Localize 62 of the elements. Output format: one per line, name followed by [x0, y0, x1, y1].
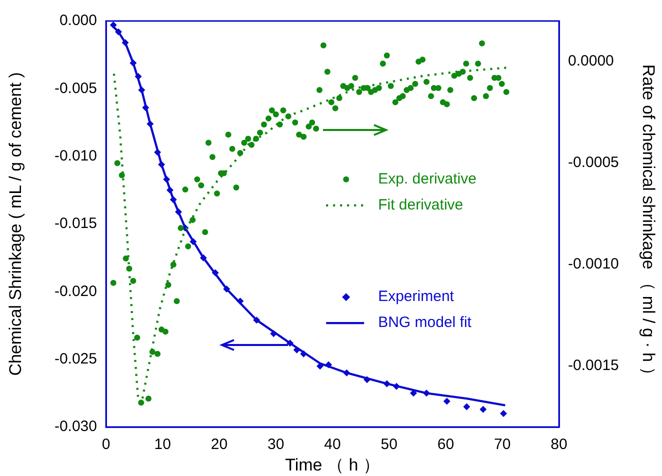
point [223, 285, 230, 292]
point [480, 406, 487, 413]
point [138, 86, 146, 94]
y2-tick-label: -0.0010 [568, 256, 619, 273]
point [163, 176, 170, 183]
y-tick-label: 0.000 [59, 12, 97, 30]
point [443, 398, 450, 405]
point [110, 22, 117, 29]
legend-label: BNG model fit [378, 314, 472, 332]
x-tick-label: 80 [550, 436, 568, 454]
point [300, 350, 308, 358]
point [286, 340, 294, 347]
y2-tick-label: -0.0005 [568, 154, 619, 172]
y2-tick-label: -0.0015 [568, 357, 619, 374]
x-tick-label: 70 [494, 436, 511, 454]
point [154, 148, 162, 156]
point [130, 59, 137, 66]
y-tick-label: -0.030 [54, 418, 97, 436]
legend-label: Exp. derivative [378, 170, 476, 188]
x-tick-label: 30 [268, 436, 284, 454]
y-tick-label: -0.010 [54, 147, 97, 164]
point [293, 346, 300, 354]
legend-label: Experiment [378, 288, 455, 306]
x-axis-title: Time （ h ） [285, 455, 380, 474]
x-tick-label: 50 [380, 436, 398, 454]
point [146, 120, 154, 128]
x-tick-label: 10 [154, 436, 171, 454]
point [166, 186, 174, 194]
y-tick-label: -0.020 [54, 282, 97, 300]
point [383, 380, 390, 388]
point [316, 362, 324, 370]
point [463, 403, 470, 410]
y-tick-label: -0.015 [54, 215, 97, 232]
point [174, 208, 182, 216]
point [122, 39, 129, 46]
x-tick-label: 40 [324, 436, 341, 454]
point [212, 269, 219, 276]
y2-tick-label: 0.0000 [568, 52, 614, 70]
point [423, 390, 430, 397]
point [253, 316, 260, 324]
point [200, 254, 207, 262]
point [158, 160, 165, 168]
point [236, 298, 244, 305]
point [325, 361, 332, 368]
y-axis-title: Chemical Shrinkage ( mL / g of cement ) [6, 72, 25, 376]
point [343, 369, 350, 376]
point [170, 196, 177, 204]
y2-axis-title: Rate of chemical shrinkage （ ml / g · h ） [639, 64, 658, 384]
y-tick-label: -0.025 [54, 350, 97, 368]
x-tick-label: 20 [210, 436, 228, 454]
x-tick-label: 0 [102, 436, 110, 454]
legend-label: Fit derivative [378, 196, 464, 214]
point [190, 238, 197, 246]
y-tick-label: -0.005 [54, 80, 97, 97]
point [392, 382, 400, 390]
point [364, 376, 371, 384]
x-tick-label: 60 [437, 436, 454, 454]
point [500, 410, 508, 417]
point [142, 104, 150, 112]
point [134, 72, 142, 80]
point [410, 390, 417, 397]
point [114, 28, 122, 36]
